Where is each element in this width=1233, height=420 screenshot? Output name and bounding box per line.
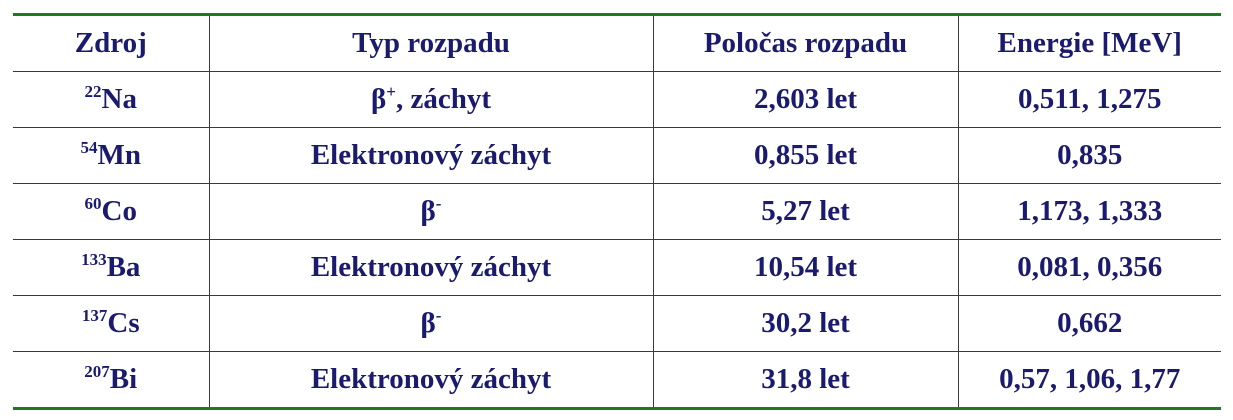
decay-type-cell: Elektronový záchyt — [208, 351, 654, 410]
decay-base: Elektronový záchyt — [310, 363, 552, 395]
header-half-life: Poločas rozpadu — [652, 13, 959, 72]
mass-number: 133 — [81, 250, 107, 269]
table-row: 137Cs β- 30,2 let 0,662 — [13, 295, 1221, 352]
energy-cell: 0,835 — [957, 127, 1221, 184]
table-row: 207Bi Elektronový záchyt 31,8 let 0,57, … — [13, 351, 1221, 410]
half-life-cell: 2,603 let — [652, 71, 959, 128]
decay-base: β — [371, 83, 387, 115]
decay-type-cell: Elektronový záchyt — [208, 239, 654, 296]
decay-sign: + — [386, 82, 396, 101]
mass-number: 22 — [84, 82, 102, 101]
decay-base: β — [420, 307, 436, 339]
half-life-cell: 30,2 let — [652, 295, 959, 352]
energy-cell: 0,662 — [957, 295, 1221, 352]
decay-base: β — [420, 195, 436, 227]
decay-rest: , záchyt — [395, 83, 491, 115]
element-symbol: Mn — [97, 139, 142, 171]
source-cell: 22Na — [13, 71, 210, 128]
half-life-cell: 0,855 let — [652, 127, 959, 184]
element-symbol: Cs — [107, 307, 140, 339]
source-cell: 54Mn — [13, 127, 210, 184]
header-energy: Energie [MeV] — [957, 13, 1221, 72]
element-symbol: Co — [101, 195, 137, 227]
decay-type-cell: β+, záchyt — [208, 71, 654, 128]
element-symbol: Ba — [106, 251, 141, 283]
mass-number: 207 — [84, 362, 110, 381]
decay-sign: - — [435, 306, 442, 325]
header-decay-type: Typ rozpadu — [208, 13, 654, 72]
decay-type-cell: Elektronový záchyt — [208, 127, 654, 184]
half-life-cell: 31,8 let — [652, 351, 959, 410]
energy-cell: 0,511, 1,275 — [957, 71, 1221, 128]
decay-type-cell: β- — [208, 295, 654, 352]
mass-number: 137 — [81, 306, 108, 325]
energy-cell: 0,57, 1,06, 1,77 — [957, 351, 1221, 410]
decay-type-cell: β- — [208, 183, 654, 240]
isotope-table: Zdroj Typ rozpadu Poločas rozpadu Energi… — [13, 13, 1221, 410]
mass-number: 54 — [80, 138, 98, 157]
table-row: 54Mn Elektronový záchyt 0,855 let 0,835 — [13, 127, 1221, 184]
table-row: 22Na β+, záchyt 2,603 let 0,511, 1,275 — [13, 71, 1221, 128]
energy-cell: 0,081, 0,356 — [957, 239, 1221, 296]
table-row: 133Ba Elektronový záchyt 10,54 let 0,081… — [13, 239, 1221, 296]
header-row: Zdroj Typ rozpadu Poločas rozpadu Energi… — [13, 13, 1221, 72]
half-life-cell: 5,27 let — [652, 183, 959, 240]
element-symbol: Na — [101, 83, 137, 115]
decay-base: Elektronový záchyt — [310, 251, 552, 283]
mass-number: 60 — [84, 194, 102, 213]
source-cell: 207Bi — [13, 351, 210, 410]
table-row: 60Co β- 5,27 let 1,173, 1,333 — [13, 183, 1221, 240]
isotope-table-container: Zdroj Typ rozpadu Poločas rozpadu Energi… — [13, 13, 1221, 410]
header-source: Zdroj — [13, 13, 210, 72]
source-cell: 137Cs — [13, 295, 210, 352]
energy-cell: 1,173, 1,333 — [957, 183, 1221, 240]
element-symbol: Bi — [109, 363, 138, 395]
source-cell: 60Co — [13, 183, 210, 240]
half-life-cell: 10,54 let — [652, 239, 959, 296]
decay-sign: - — [435, 194, 442, 213]
decay-base: Elektronový záchyt — [310, 139, 552, 171]
source-cell: 133Ba — [13, 239, 210, 296]
